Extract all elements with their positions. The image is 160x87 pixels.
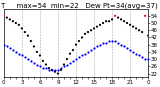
Point	[63, 64, 65, 65]
Point	[123, 21, 125, 22]
Point	[75, 58, 77, 60]
Point	[96, 46, 98, 47]
Point	[69, 62, 71, 63]
Point	[39, 66, 41, 67]
Point	[45, 67, 47, 69]
Point	[81, 37, 83, 38]
Point	[51, 69, 53, 71]
Point	[72, 60, 74, 62]
Point	[135, 53, 137, 54]
Point	[84, 53, 86, 54]
Point	[117, 17, 119, 18]
Point	[51, 69, 53, 71]
Point	[84, 33, 86, 35]
Point	[6, 17, 8, 18]
Point	[24, 57, 26, 58]
Point	[126, 48, 128, 49]
Point	[87, 31, 89, 33]
Point	[114, 40, 116, 42]
Point	[120, 44, 122, 45]
Point	[36, 64, 38, 65]
Point	[132, 51, 134, 53]
Point	[135, 28, 137, 29]
Point	[117, 42, 119, 44]
Point	[15, 22, 17, 24]
Point	[123, 46, 125, 47]
Point	[33, 62, 35, 63]
Point	[102, 42, 104, 44]
Point	[141, 57, 143, 58]
Point	[9, 48, 11, 49]
Point	[78, 40, 80, 42]
Point	[144, 15, 146, 17]
Point	[72, 49, 74, 51]
Point	[120, 19, 122, 20]
Point	[147, 58, 149, 60]
Point	[141, 31, 143, 33]
Point	[54, 69, 56, 71]
Title: 2 min T     max=54  min=22   Dew Pt=34(avg=37) 168: 2 min T max=54 min=22 Dew Pt=34(avg=37) …	[0, 2, 160, 9]
Point	[66, 58, 68, 60]
Point	[30, 60, 32, 62]
Point	[24, 31, 26, 33]
Point	[81, 55, 83, 56]
Point	[39, 55, 41, 56]
Point	[93, 28, 95, 29]
Point	[12, 21, 14, 22]
Point	[18, 53, 20, 54]
Point	[42, 67, 44, 69]
Point	[78, 57, 80, 58]
Point	[30, 40, 32, 42]
Point	[6, 46, 8, 47]
Point	[144, 58, 146, 60]
Point	[27, 35, 29, 36]
Point	[60, 67, 62, 69]
Point	[138, 29, 140, 31]
Point	[147, 35, 149, 36]
Point	[48, 69, 50, 71]
Point	[57, 69, 59, 71]
Point	[90, 29, 92, 31]
Point	[63, 66, 65, 67]
Point	[126, 22, 128, 24]
Point	[90, 49, 92, 51]
Point	[129, 24, 131, 25]
Point	[3, 15, 5, 17]
Point	[102, 22, 104, 24]
Point	[87, 51, 89, 53]
Point	[105, 42, 107, 44]
Point	[138, 55, 140, 56]
Point	[57, 73, 59, 74]
Point	[48, 67, 50, 69]
Point	[93, 48, 95, 49]
Point	[105, 21, 107, 22]
Point	[114, 15, 116, 17]
Point	[27, 58, 29, 60]
Point	[21, 28, 23, 29]
Point	[132, 26, 134, 27]
Point	[3, 44, 5, 45]
Point	[9, 19, 11, 20]
Point	[33, 46, 35, 47]
Point	[36, 51, 38, 53]
Point	[99, 44, 101, 45]
Point	[111, 40, 113, 42]
Point	[21, 55, 23, 56]
Point	[99, 24, 101, 25]
Point	[111, 19, 113, 20]
Point	[54, 71, 56, 72]
Point	[15, 51, 17, 53]
Point	[45, 64, 47, 65]
Point	[66, 64, 68, 65]
Point	[96, 26, 98, 27]
Point	[69, 53, 71, 54]
Point	[42, 60, 44, 62]
Point	[108, 21, 110, 22]
Point	[129, 49, 131, 51]
Point	[108, 40, 110, 42]
Point	[60, 69, 62, 71]
Point	[12, 49, 14, 51]
Point	[75, 44, 77, 45]
Point	[18, 24, 20, 25]
